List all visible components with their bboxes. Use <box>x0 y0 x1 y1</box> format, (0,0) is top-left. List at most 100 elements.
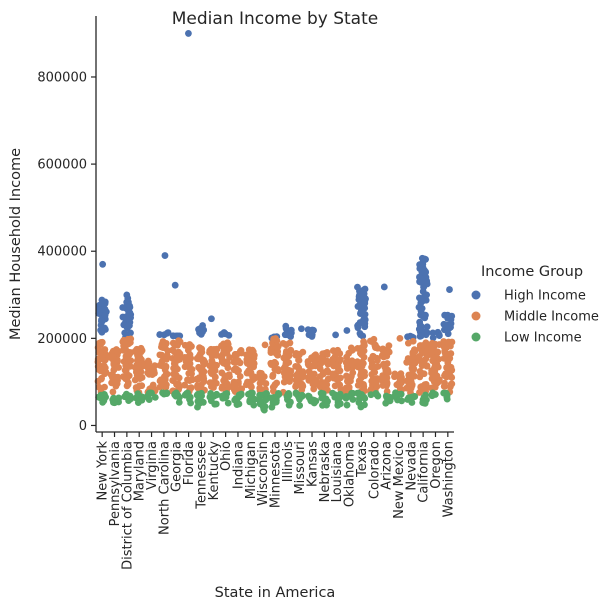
x-tick-label: Nevada <box>404 441 419 491</box>
data-point <box>361 395 369 402</box>
data-point <box>256 379 264 387</box>
data-point <box>107 371 115 379</box>
x-tick-label: California <box>417 441 432 503</box>
data-point <box>237 347 245 354</box>
data-point <box>233 365 241 373</box>
data-point <box>372 390 380 398</box>
data-point <box>145 396 153 403</box>
data-point <box>298 391 306 399</box>
data-point <box>208 357 216 365</box>
data-point <box>138 393 146 401</box>
data-point <box>354 322 361 330</box>
data-point <box>292 363 299 370</box>
data-point <box>275 389 282 397</box>
data-point <box>419 296 426 303</box>
data-point <box>156 351 164 359</box>
data-point <box>442 389 450 397</box>
x-tick-label: Minnesota <box>269 441 284 508</box>
data-point <box>391 373 398 381</box>
data-point <box>126 349 134 357</box>
data-point <box>334 375 342 383</box>
data-point <box>231 396 239 404</box>
data-point <box>420 283 428 291</box>
data-point <box>261 341 269 349</box>
data-point <box>385 342 393 350</box>
data-point <box>408 355 416 363</box>
data-point <box>420 348 427 356</box>
data-point <box>99 260 107 268</box>
data-point <box>260 373 268 380</box>
data-point <box>335 365 342 373</box>
data-point <box>357 307 365 314</box>
x-tick-label: Virginia <box>145 441 160 490</box>
data-point <box>208 380 216 388</box>
data-point <box>159 356 167 364</box>
data-point <box>174 365 181 373</box>
data-point <box>322 378 330 386</box>
data-point <box>410 348 418 356</box>
data-point <box>250 401 258 409</box>
data-point <box>149 381 157 389</box>
data-point <box>133 348 140 356</box>
legend-marker <box>471 311 481 321</box>
data-point <box>225 345 233 353</box>
data-point <box>115 394 123 402</box>
data-point <box>354 389 362 397</box>
legend-title: Income Group <box>481 264 583 280</box>
data-point <box>383 379 391 387</box>
data-point <box>221 377 229 385</box>
data-point <box>294 373 301 381</box>
x-tick-label: Arizona <box>380 441 395 490</box>
data-point <box>185 358 193 366</box>
data-point <box>207 345 215 353</box>
data-point <box>285 391 293 399</box>
data-point <box>429 334 437 342</box>
data-point <box>431 364 438 371</box>
data-point <box>280 364 288 372</box>
x-tick-label: Louisiana <box>330 441 345 502</box>
data-point <box>127 395 135 403</box>
data-point <box>121 393 129 401</box>
data-point <box>319 390 327 398</box>
data-point <box>200 326 208 334</box>
data-point <box>173 354 181 362</box>
data-point <box>321 357 329 365</box>
x-tick-label: Georgia <box>170 441 185 492</box>
data-point <box>262 390 270 397</box>
data-point <box>126 322 133 330</box>
data-point <box>435 332 443 340</box>
data-point <box>448 374 456 381</box>
data-point <box>245 368 252 376</box>
data-point <box>200 360 208 368</box>
data-point <box>213 361 221 369</box>
x-tick-label: Ohio <box>219 441 234 471</box>
data-point <box>344 393 352 401</box>
data-point <box>379 352 387 360</box>
data-point <box>447 380 455 388</box>
data-point <box>223 359 231 367</box>
data-point <box>347 377 354 385</box>
data-point <box>348 357 356 365</box>
data-point <box>175 338 183 346</box>
x-tick-label: Michigan <box>244 441 259 499</box>
x-tick-label: Indiana <box>231 441 246 489</box>
data-point <box>256 391 264 399</box>
legend-marker <box>471 290 481 300</box>
data-point <box>248 383 255 391</box>
data-point <box>184 376 191 384</box>
data-point <box>235 391 243 399</box>
y-tick-label: 600000 <box>37 158 87 173</box>
data-point <box>441 379 448 387</box>
data-point <box>248 346 256 354</box>
data-point <box>272 398 280 406</box>
data-point <box>122 366 130 374</box>
data-point <box>418 304 426 312</box>
data-point <box>343 362 351 370</box>
x-tick-label: Nebraska <box>318 441 333 502</box>
data-point <box>296 402 304 409</box>
data-point <box>329 389 336 397</box>
data-point <box>285 401 293 409</box>
data-point <box>358 366 365 374</box>
data-point <box>406 332 414 340</box>
